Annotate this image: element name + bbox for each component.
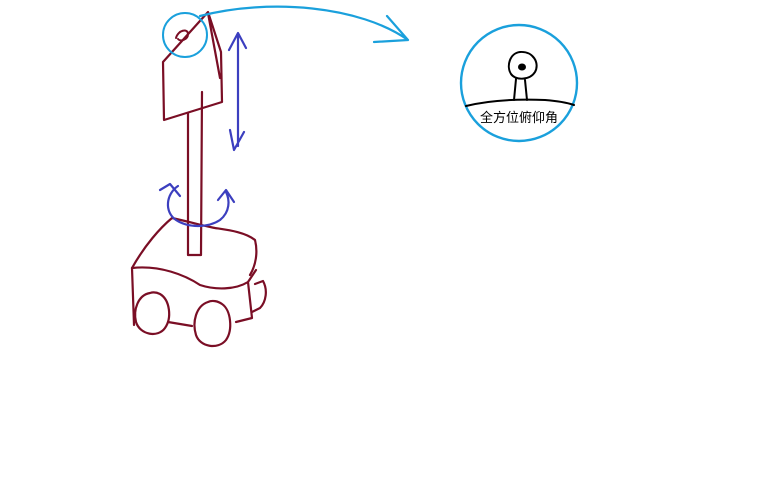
robot-wheel-left [134, 291, 171, 336]
detail-eye [518, 63, 526, 71]
robot-sketch [130, 10, 267, 348]
callout-source-circle [162, 12, 208, 58]
detail-ground-line [465, 98, 575, 107]
detail-circle [459, 23, 579, 143]
double-arrow-icon [227, 31, 248, 152]
detail-head [507, 50, 538, 80]
detail-stem [513, 78, 528, 101]
motion-arrows [158, 31, 248, 228]
robot-head-detail [175, 29, 189, 42]
robot-head-board [161, 10, 224, 122]
callout [162, 5, 579, 143]
curved-arrow-icon [198, 5, 410, 44]
robot-base-body [130, 266, 267, 328]
robot-base-top [130, 216, 258, 277]
robot-wheel-right [193, 299, 232, 348]
robot-pole [186, 90, 204, 257]
detail-drawing: 全方位俯仰角 [465, 50, 575, 125]
detail-label: 全方位俯仰角 [480, 110, 558, 125]
rotation-arrow-icon [158, 182, 236, 228]
